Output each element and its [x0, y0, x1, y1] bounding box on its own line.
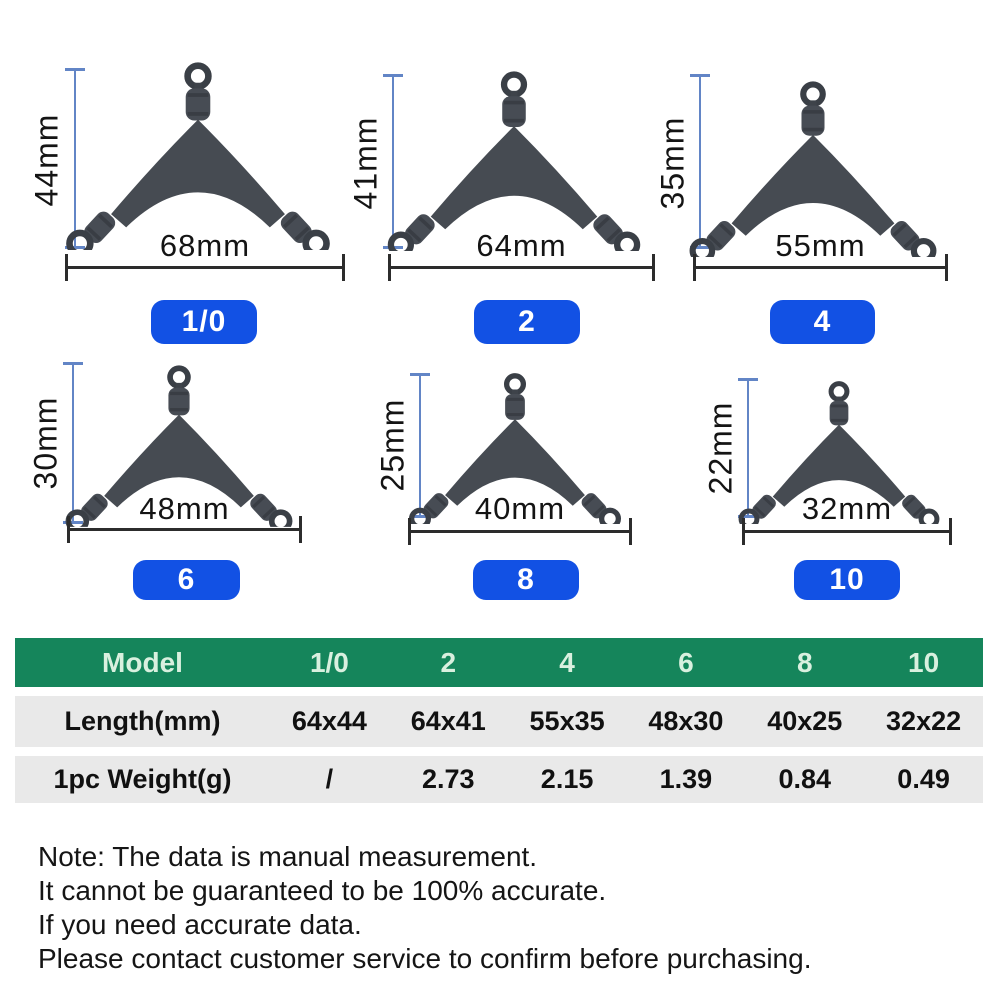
diagram-panel-2: 41mm 64mm 2	[347, 0, 655, 344]
height-measure-line	[410, 373, 430, 518]
note-line: Note: The data is manual measurement.	[38, 841, 538, 872]
height-label: 25mm	[374, 398, 411, 492]
model-badge: 10	[794, 560, 900, 600]
diagram-panel-10: 22mm 32mm 10	[702, 378, 952, 600]
header-col: 4	[559, 646, 575, 678]
width-label: 32mm	[801, 491, 893, 526]
height-measure-line	[690, 74, 710, 249]
width-measure-line	[742, 518, 952, 545]
height-measure-line	[63, 362, 83, 524]
width-label: 40mm	[474, 491, 566, 526]
row-label: Length(mm)	[64, 706, 221, 736]
header-model: Model	[102, 646, 183, 678]
height-label: 30mm	[27, 396, 64, 490]
weight-value: 2.73	[421, 764, 475, 794]
three-way-swivel-image	[378, 70, 650, 251]
diagram-panel-6: 30mm 48mm 6	[27, 362, 302, 600]
spec-table: Model 1/0 2 4 6 8 10 Length(mm) 64x44 64…	[15, 638, 983, 803]
header-col: 10	[908, 646, 940, 678]
note-line: If you need accurate data.	[38, 909, 362, 940]
header-col: 6	[678, 646, 694, 678]
weight-value: 0.49	[897, 764, 950, 794]
model-badge: 6	[133, 560, 240, 600]
note-line: Please contact customer service to confi…	[38, 943, 812, 974]
length-value: 64x41	[410, 706, 486, 736]
diagram-panel-1-0: 44mm 68mm 1/0	[28, 0, 345, 344]
disclaimer-note: Note: The data is manual measurement. It…	[38, 840, 811, 976]
spec-table-header-row: Model 1/0 2 4 6 8 10	[15, 638, 983, 687]
width-label: 64mm	[476, 228, 567, 263]
diagram-panel-8: 25mm 40mm 8	[374, 372, 632, 600]
header-col: 1/0	[309, 646, 349, 678]
model-badge: 8	[473, 560, 579, 600]
width-measure-line	[67, 516, 302, 543]
height-measure-line	[383, 74, 403, 249]
height-label: 35mm	[654, 116, 691, 210]
diagram-panel-4: 35mm 55mm 4	[654, 74, 948, 344]
model-badge: 4	[770, 300, 875, 344]
width-measure-line	[388, 254, 655, 281]
height-label: 22mm	[702, 401, 739, 495]
header-col: 2	[440, 646, 457, 678]
three-way-swivel-image	[401, 372, 629, 524]
table-row-weight: 1pc Weight(g) / 2.73 2.15 1.39 0.84 0.49	[15, 756, 983, 803]
width-label: 68mm	[159, 228, 251, 263]
header-col: 8	[796, 646, 813, 678]
three-way-swivel-image	[57, 364, 301, 527]
height-label: 44mm	[28, 113, 65, 207]
weight-value: /	[325, 764, 334, 794]
length-value: 48x30	[648, 706, 724, 736]
length-value: 64x44	[291, 706, 367, 736]
model-badge: 1/0	[151, 300, 257, 344]
note-line: It cannot be guaranteed to be 100% accur…	[38, 875, 607, 906]
weight-value: 1.39	[659, 764, 713, 794]
height-measure-line	[738, 378, 758, 518]
height-measure-line	[65, 68, 85, 249]
width-measure-line	[693, 254, 948, 281]
weight-value: 2.15	[540, 764, 594, 794]
length-value: 40x25	[767, 706, 843, 736]
length-value: 55x35	[529, 706, 605, 736]
weight-value: 0.84	[778, 764, 832, 794]
three-way-swivel-image	[731, 380, 947, 524]
width-measure-line	[408, 518, 632, 545]
three-way-swivel-image	[680, 80, 946, 257]
height-label: 41mm	[347, 116, 384, 210]
width-measure-line	[65, 254, 345, 281]
length-value: 32x22	[886, 706, 962, 736]
three-way-swivel-image	[56, 61, 340, 250]
row-label: 1pc Weight(g)	[53, 764, 232, 794]
table-row-length: Length(mm) 64x44 64x41 55x35 48x30 40x25…	[15, 696, 983, 747]
model-badge: 2	[474, 300, 580, 344]
width-label: 48mm	[139, 491, 230, 526]
width-label: 55mm	[775, 228, 866, 263]
